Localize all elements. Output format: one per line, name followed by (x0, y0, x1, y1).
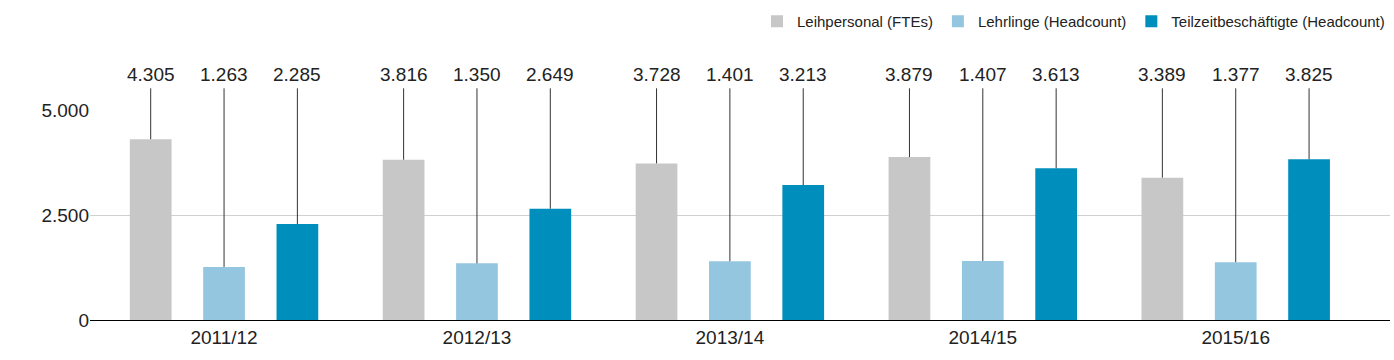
svg-text:2015/16: 2015/16 (1201, 327, 1270, 348)
svg-text:1.407: 1.407 (959, 64, 1007, 85)
svg-text:2012/13: 2012/13 (443, 327, 512, 348)
svg-text:Lehrlinge (Headcount): Lehrlinge (Headcount) (978, 13, 1126, 30)
svg-text:0: 0 (78, 310, 89, 331)
svg-text:3.728: 3.728 (633, 64, 681, 85)
svg-text:3.613: 3.613 (1032, 64, 1080, 85)
svg-text:1.263: 1.263 (200, 64, 248, 85)
svg-text:3.879: 3.879 (885, 64, 933, 85)
svg-text:5.000: 5.000 (41, 100, 89, 121)
svg-text:3.825: 3.825 (1285, 64, 1333, 85)
svg-text:3.816: 3.816 (380, 64, 428, 85)
svg-text:3.389: 3.389 (1138, 64, 1186, 85)
svg-text:2.649: 2.649 (526, 64, 574, 85)
svg-text:3.213: 3.213 (779, 64, 827, 85)
svg-text:2.285: 2.285 (273, 64, 321, 85)
svg-text:1.350: 1.350 (453, 64, 501, 85)
svg-text:2011/12: 2011/12 (190, 327, 257, 348)
svg-text:1.377: 1.377 (1212, 64, 1260, 85)
svg-text:Teilzeitbeschäftigte (Headcoun: Teilzeitbeschäftigte (Headcount) (1171, 13, 1384, 30)
svg-text:2013/14: 2013/14 (696, 327, 765, 348)
svg-text:Leihpersonal (FTEs): Leihpersonal (FTEs) (797, 13, 933, 30)
svg-text:1.401: 1.401 (706, 64, 754, 85)
svg-text:4.305: 4.305 (127, 64, 175, 85)
svg-text:2.500: 2.500 (41, 205, 89, 226)
svg-text:2014/15: 2014/15 (948, 327, 1017, 348)
